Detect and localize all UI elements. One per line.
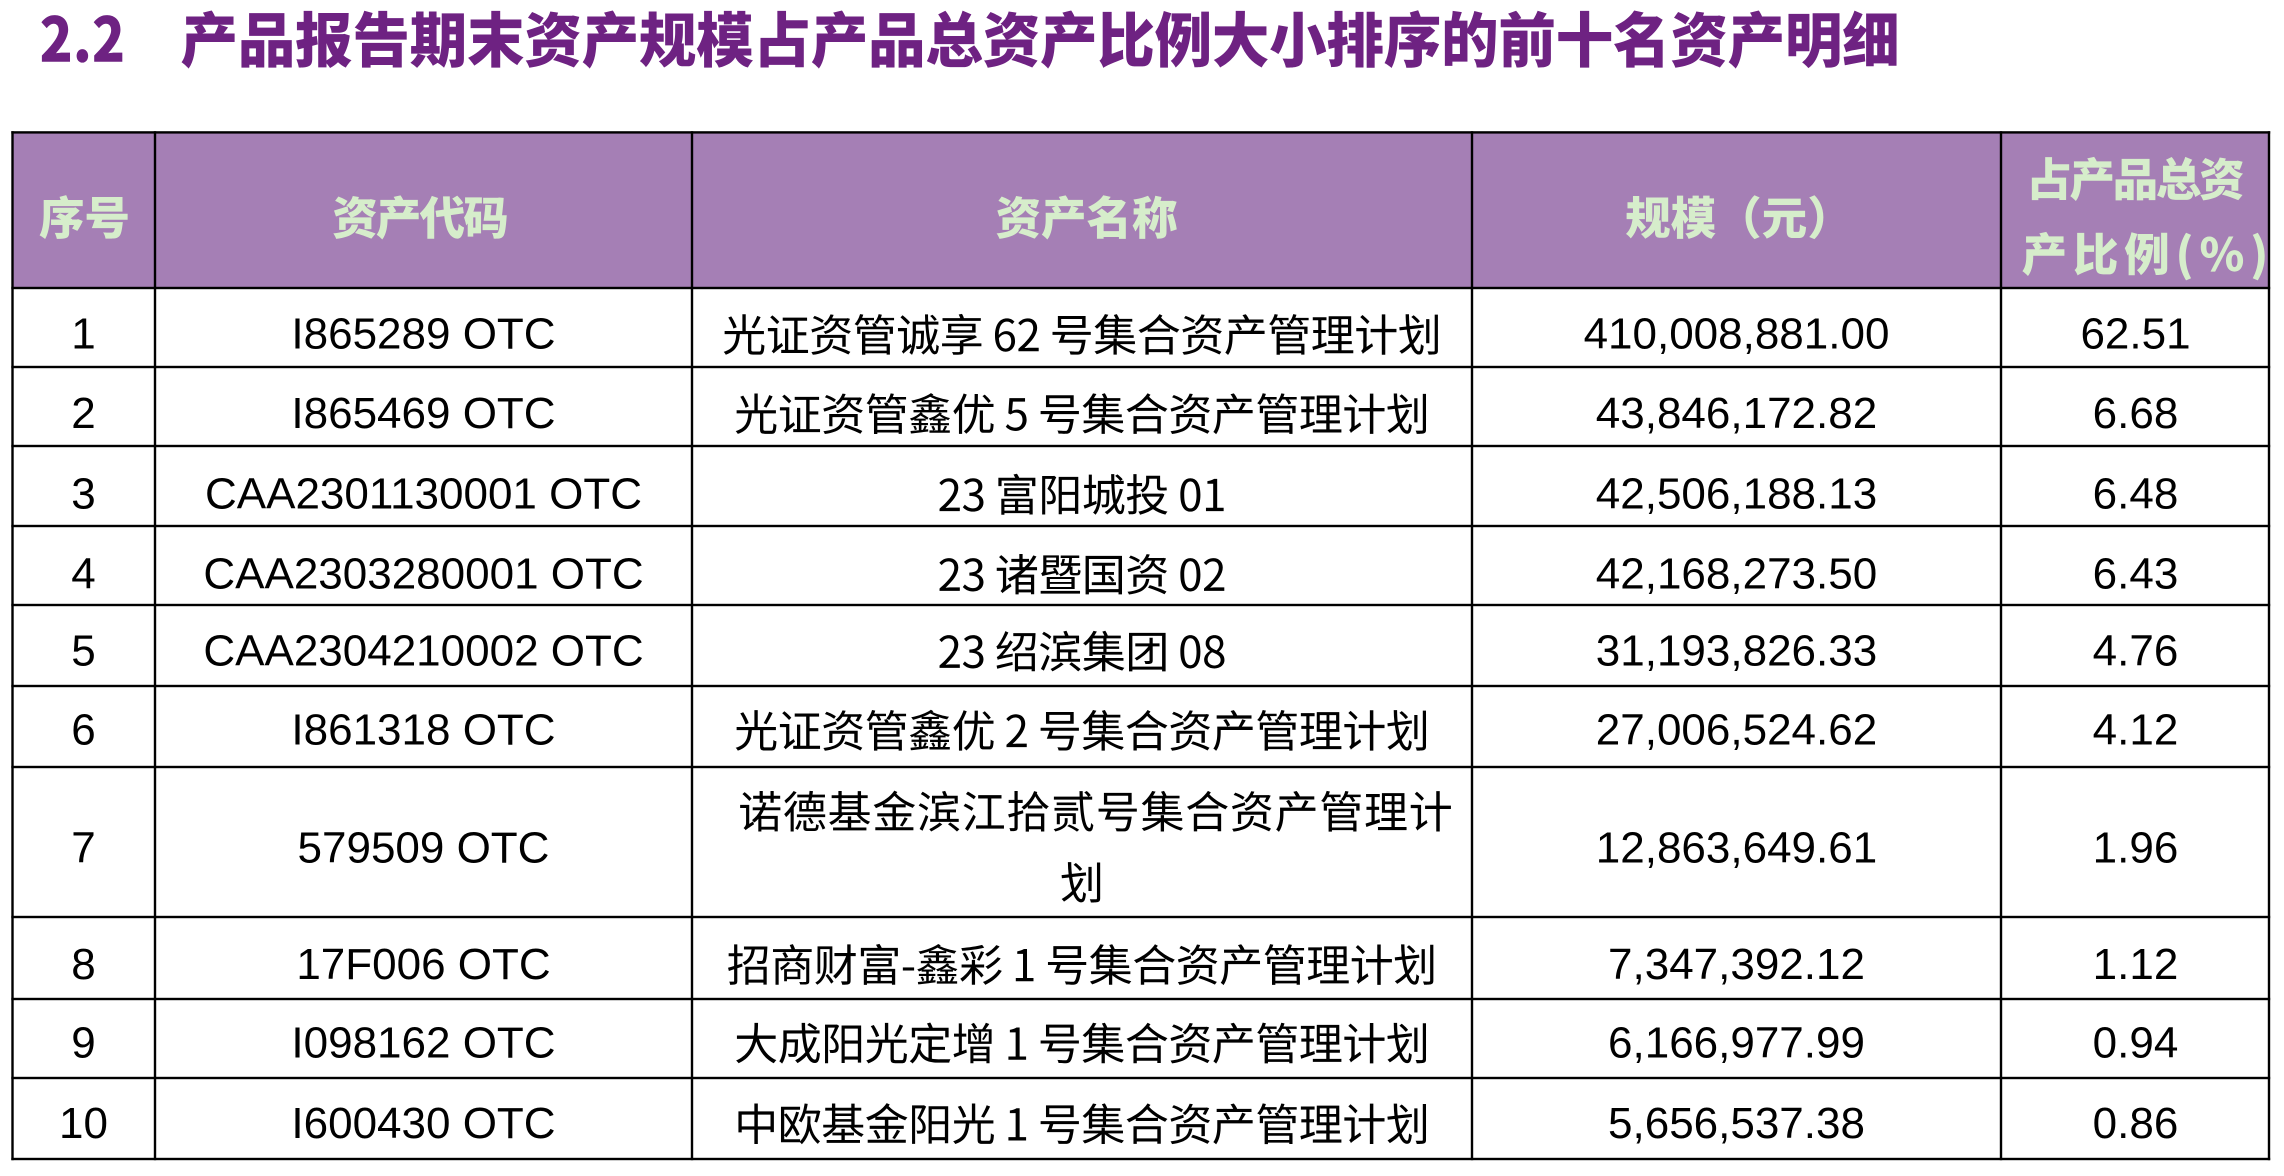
svg-text:410,008,881.00: 410,008,881.00 [1584,310,1890,359]
svg-text:42,168,273.50: 42,168,273.50 [1596,549,1877,598]
svg-text:4: 4 [71,549,95,598]
svg-text:6.68: 6.68 [2093,389,2179,438]
svg-text:4.76: 4.76 [2093,626,2179,675]
svg-text:I865469 OTC: I865469 OTC [291,389,555,438]
svg-text:I861318 OTC: I861318 OTC [291,706,555,755]
svg-text:2: 2 [71,389,95,438]
svg-text:5: 5 [71,626,95,675]
svg-text:27,006,524.62: 27,006,524.62 [1596,706,1877,755]
svg-text:3: 3 [71,470,95,519]
svg-text:7,347,392.12: 7,347,392.12 [1608,940,1865,989]
svg-text:1.96: 1.96 [2093,824,2179,873]
svg-text:I600430 OTC: I600430 OTC [291,1099,555,1148]
svg-text:I865289 OTC: I865289 OTC [291,310,555,359]
svg-text:4.12: 4.12 [2093,706,2179,755]
svg-text:I098162 OTC: I098162 OTC [291,1018,555,1067]
svg-text:10: 10 [59,1099,108,1148]
svg-text:0.94: 0.94 [2093,1018,2179,1067]
svg-text:CAA2303280001 OTC: CAA2303280001 OTC [203,549,643,598]
svg-text:CAA2301130001 OTC: CAA2301130001 OTC [205,470,642,519]
svg-text:6.48: 6.48 [2093,470,2179,519]
svg-text:1.12: 1.12 [2093,940,2179,989]
svg-text:579509 OTC: 579509 OTC [298,824,550,873]
svg-text:0.86: 0.86 [2093,1099,2179,1148]
svg-text:42,506,188.13: 42,506,188.13 [1596,470,1877,519]
svg-text:5,656,537.38: 5,656,537.38 [1608,1099,1865,1148]
svg-text:CAA2304210002 OTC: CAA2304210002 OTC [203,626,643,675]
svg-text:1: 1 [71,310,95,359]
svg-text:43,846,172.82: 43,846,172.82 [1596,389,1877,438]
svg-text:7: 7 [71,824,95,873]
svg-text:17F006 OTC: 17F006 OTC [296,940,550,989]
svg-text:8: 8 [71,940,95,989]
svg-text:31,193,826.33: 31,193,826.33 [1596,626,1877,675]
svg-text:6: 6 [71,706,95,755]
svg-text:9: 9 [71,1018,95,1067]
svg-text:62.51: 62.51 [2080,310,2190,359]
svg-text:6,166,977.99: 6,166,977.99 [1608,1018,1865,1067]
svg-text:12,863,649.61: 12,863,649.61 [1596,824,1877,873]
svg-text:6.43: 6.43 [2093,549,2179,598]
